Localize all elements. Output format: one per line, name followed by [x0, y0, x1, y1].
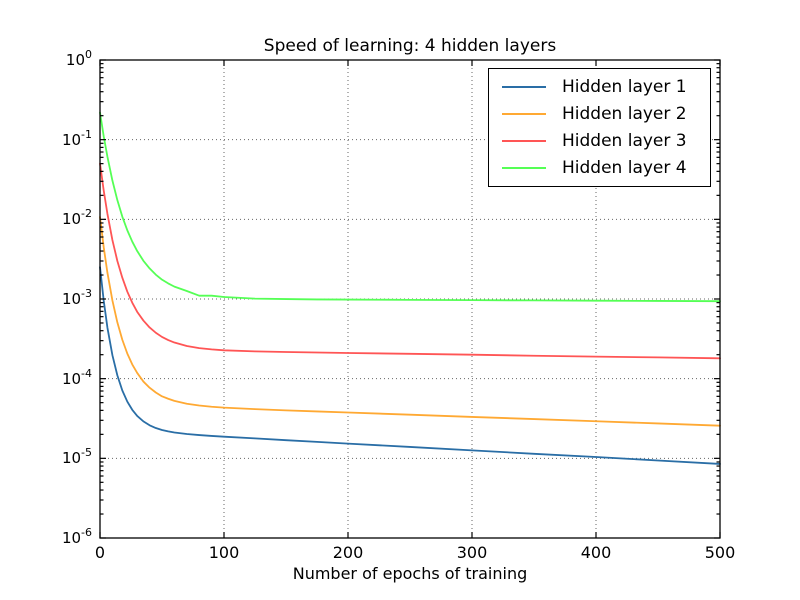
legend-line-sample-4	[502, 166, 546, 169]
legend-label-4: Hidden layer 4	[562, 157, 687, 178]
x-tick-label-0: 0	[94, 543, 106, 562]
y-tick-label-e-4: 10-4	[61, 367, 92, 388]
x-tick-label-200: 200	[332, 543, 364, 562]
legend-line-sample-2	[502, 113, 546, 116]
chart-title: Speed of learning: 4 hidden layers	[263, 36, 557, 56]
x-tick-label-400: 400	[580, 543, 612, 562]
x-axis-label: Number of epochs of training	[292, 564, 528, 583]
series-line-4	[99, 111, 721, 303]
x-tick-label-500: 500	[704, 543, 736, 562]
series-line-3	[99, 162, 721, 360]
x-tick-label-100: 100	[208, 543, 240, 562]
x-tick-label-300: 300	[456, 543, 488, 562]
y-tick-label-e0: 100	[65, 48, 92, 69]
y-tick-label-e-5: 10-5	[61, 446, 92, 467]
legend-label-1: Hidden layer 1	[562, 77, 687, 98]
series-line-2	[99, 216, 721, 427]
y-tick-label-e-3: 10-3	[61, 287, 92, 308]
legend-entry-hidden-layer-2: Hidden layer 2	[489, 101, 710, 128]
legend-line-sample-1	[502, 86, 546, 89]
legend-line-sample-3	[502, 139, 546, 142]
y-tick-label-e-2: 10-2	[61, 207, 92, 228]
legend-label-3: Hidden layer 3	[562, 130, 687, 151]
legend-entry-hidden-layer-1: Hidden layer 1	[489, 74, 710, 101]
legend-entry-hidden-layer-3: Hidden layer 3	[489, 128, 710, 155]
y-tick-label-e-6: 10-6	[61, 526, 92, 547]
legend-label-2: Hidden layer 2	[562, 104, 687, 125]
series-line-1	[99, 266, 721, 465]
axis-ticks	[99, 59, 721, 539]
y-tick-label-e-1: 10-1	[61, 128, 92, 149]
legend-entry-hidden-layer-4: Hidden layer 4	[489, 154, 710, 181]
legend: Hidden layer 1 Hidden layer 2 Hidden lay…	[488, 68, 711, 187]
